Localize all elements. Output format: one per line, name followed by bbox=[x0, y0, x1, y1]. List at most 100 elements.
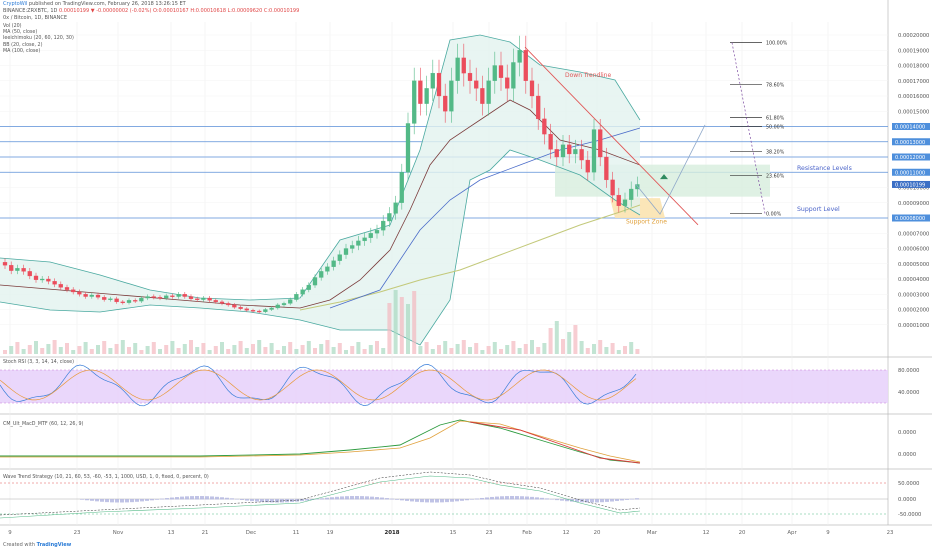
candle-body bbox=[306, 284, 311, 290]
wt-histogram-bar bbox=[590, 499, 594, 503]
wt-histogram-bar bbox=[320, 498, 324, 500]
candle-body bbox=[126, 300, 132, 303]
tradingview-logo[interactable]: TradingView bbox=[36, 542, 72, 548]
volume-bar bbox=[592, 344, 596, 354]
wt-histogram-bar bbox=[160, 498, 164, 500]
candle-body bbox=[182, 294, 187, 297]
indicator-legend-item[interactable]: MA (50, close) bbox=[3, 30, 38, 36]
candle-body bbox=[133, 300, 138, 302]
candle-body bbox=[139, 297, 144, 302]
volume-bar bbox=[629, 342, 634, 354]
candle-body bbox=[157, 297, 163, 299]
candle-body bbox=[381, 220, 386, 231]
stoch-label: Stoch RSI (3, 3, 14, 14, close) bbox=[3, 359, 74, 365]
indicator-legend-item[interactable]: Vol (20) bbox=[3, 24, 22, 29]
wt-histogram-bar bbox=[255, 499, 259, 502]
wt-histogram-bar bbox=[520, 496, 524, 500]
candle-body bbox=[2, 262, 8, 266]
author-link[interactable]: CryptoWil bbox=[3, 1, 28, 7]
candle-body bbox=[455, 57, 460, 81]
macd-signal bbox=[0, 420, 641, 463]
candle-body bbox=[120, 301, 125, 304]
indicator-legend-item[interactable]: BB (20, close, 2) bbox=[3, 42, 43, 48]
volume-bar bbox=[21, 349, 26, 354]
candle-body bbox=[374, 230, 380, 234]
price-badge: 0.00010199 bbox=[892, 180, 930, 188]
candle-body bbox=[387, 213, 392, 222]
fib-label: 38.20% bbox=[766, 150, 785, 156]
candle-body bbox=[294, 294, 299, 300]
time-tick: 21 bbox=[202, 530, 209, 536]
volume-bar bbox=[58, 347, 63, 354]
volume-bar bbox=[176, 348, 181, 354]
wt-histogram-bar bbox=[325, 497, 329, 500]
candle-body bbox=[567, 144, 572, 155]
candle-body bbox=[629, 188, 634, 200]
candle-body bbox=[89, 294, 94, 297]
candle-body bbox=[517, 50, 522, 63]
candle-body bbox=[238, 307, 243, 309]
volume-bar bbox=[368, 345, 373, 354]
volume-bar bbox=[189, 340, 193, 354]
time-tick: 23 bbox=[486, 530, 493, 536]
price-tick: 0.00018000 bbox=[898, 64, 929, 70]
candle-body bbox=[542, 118, 547, 135]
indicator-legend-item[interactable]: MA (100, close) bbox=[3, 48, 41, 54]
wt-histogram-bar bbox=[175, 497, 179, 500]
volume-bar bbox=[220, 342, 224, 354]
price-badge-bg bbox=[892, 153, 930, 161]
wt-histogram-bar bbox=[450, 499, 454, 502]
candle-body bbox=[393, 202, 398, 214]
wt-histogram-bar bbox=[435, 499, 439, 503]
volume-bar bbox=[474, 343, 479, 354]
price-badge-text: 0.00008000 bbox=[895, 216, 925, 222]
wt-histogram-bar bbox=[400, 499, 404, 501]
price-badge: 0.00011000 bbox=[892, 168, 930, 176]
candle-body bbox=[449, 80, 454, 112]
volume-bar bbox=[34, 341, 38, 354]
candle-body bbox=[356, 240, 361, 246]
indicator-legend-item[interactable]: Ieeichimoku (20, 60, 120, 30) bbox=[3, 36, 74, 42]
wt-histogram-bar bbox=[145, 499, 149, 501]
candle-body bbox=[362, 237, 367, 242]
wt-histogram-bar bbox=[460, 499, 464, 501]
wt-histogram-bar bbox=[205, 496, 209, 500]
candle-body bbox=[604, 156, 609, 181]
time-tick: Dec bbox=[246, 530, 256, 536]
time-tick: 15 bbox=[450, 530, 457, 536]
volume-bar bbox=[337, 343, 342, 354]
time-tick: 12 bbox=[703, 530, 710, 536]
volume-bar bbox=[604, 347, 609, 354]
candle-body bbox=[71, 289, 76, 293]
wt-histogram-bar bbox=[305, 499, 309, 501]
candle-body bbox=[102, 297, 107, 300]
volume-bar bbox=[505, 345, 510, 354]
candle-body bbox=[418, 80, 423, 104]
wt-histogram-bar bbox=[155, 499, 159, 500]
candle-body bbox=[337, 254, 342, 261]
volume-bar bbox=[120, 340, 125, 354]
volume-bar bbox=[430, 349, 435, 354]
volume-bar bbox=[554, 321, 559, 354]
time-tick: 11 bbox=[293, 530, 300, 536]
price-tick: 0.00005000 bbox=[898, 262, 929, 268]
volume-bar bbox=[449, 348, 454, 354]
candle-body bbox=[40, 278, 45, 281]
wt-histogram-bar bbox=[330, 497, 334, 500]
wt-histogram-bar bbox=[490, 496, 494, 500]
wt-histogram-bar bbox=[300, 499, 304, 502]
stoch-tick: 80.0000 bbox=[898, 368, 919, 374]
wt-histogram-bar bbox=[310, 499, 314, 500]
wt-histogram-bar bbox=[110, 499, 114, 503]
wt-histogram-bar bbox=[200, 496, 204, 500]
volume-bar bbox=[393, 290, 398, 354]
wt-histogram-bar bbox=[430, 499, 434, 503]
bollinger-fill bbox=[0, 35, 640, 345]
indicator-legend: Vol (20) MA (50, close) Ieeichimoku (20, 6… bbox=[3, 24, 74, 55]
volume-bar bbox=[486, 346, 491, 354]
price-badge-bg bbox=[892, 123, 930, 130]
candle-body bbox=[443, 95, 448, 112]
volume-bar bbox=[71, 350, 76, 354]
volume-bar bbox=[375, 341, 379, 354]
